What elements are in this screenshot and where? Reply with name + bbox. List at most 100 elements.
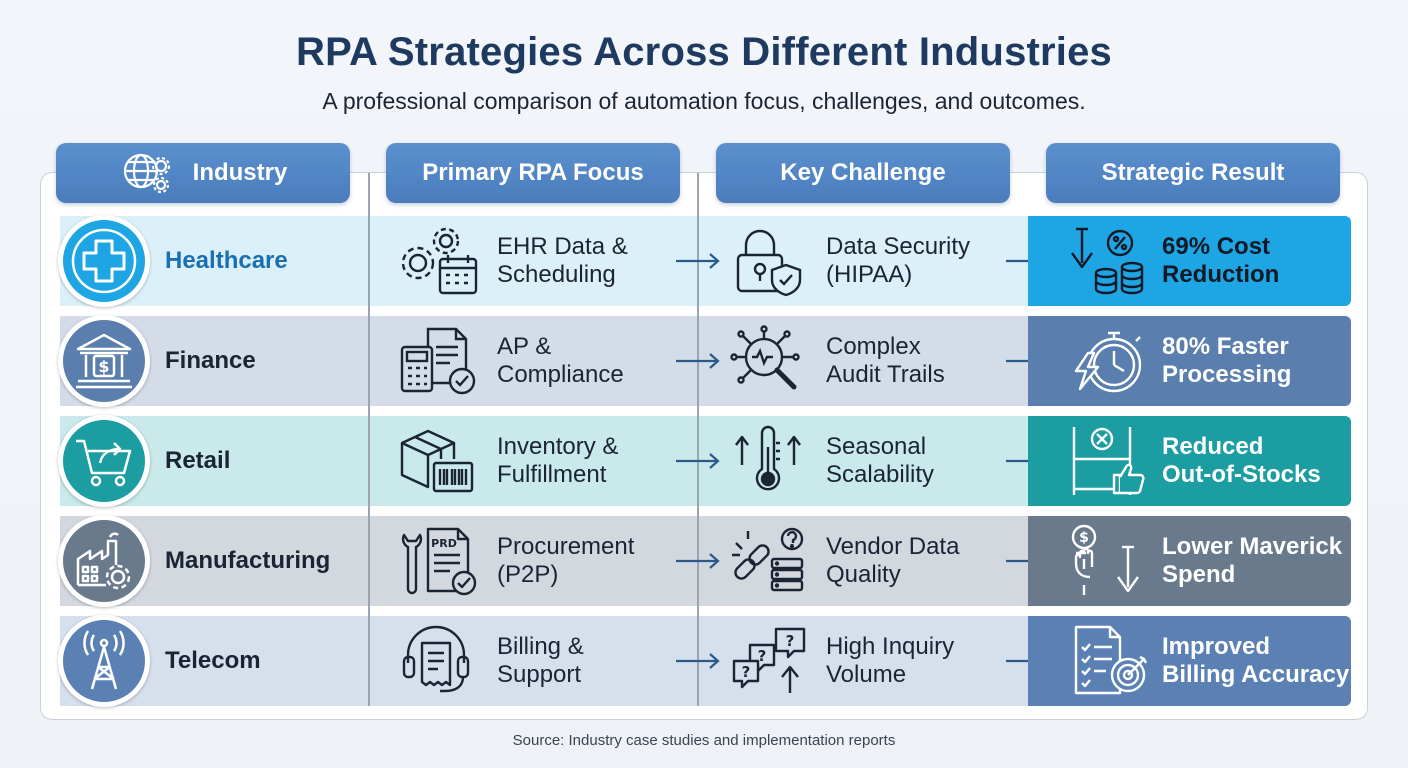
focus-finance-line1: AP & (497, 333, 552, 360)
magnifier-network-icon (730, 325, 800, 390)
row-band-manufacturing (60, 516, 1028, 606)
industry-label-retail: Retail (165, 447, 231, 474)
focus-retail: Inventory & Fulfillment (497, 433, 667, 489)
fist-dollar-down-icon: $ (1071, 524, 1139, 595)
gears-calendar-icon (401, 227, 478, 295)
thermometer-arrows-icon (735, 425, 801, 491)
prd-label: PRD (431, 537, 457, 550)
header-result-label: Strategic Result (1101, 159, 1285, 186)
focus-telecom-line1: Billing & (497, 633, 584, 660)
result-retail: Reduced Out-of-Stocks (1028, 416, 1351, 506)
row-band-healthcare (60, 216, 1028, 306)
result-finance: 80% Faster Processing (1028, 316, 1351, 406)
header-industry-label: Industry (192, 159, 288, 186)
result-manufacturing-line2: Spend (1162, 561, 1236, 588)
result-telecom: Improved Billing Accuracy (1028, 616, 1351, 706)
challenge-manufacturing-line2: Quality (826, 561, 901, 588)
headset-receipt-icon (402, 625, 470, 693)
result-retail-line1: Reduced (1162, 433, 1264, 460)
result-manufacturing: $ Lower Maverick Spend (1028, 516, 1351, 606)
page-title: RPA Strategies Across Different Industri… (295, 30, 1113, 74)
industry-icon-telecom (58, 615, 150, 707)
question-bubbles-icon: ? ? ? (732, 627, 806, 693)
result-healthcare-line1: 69% Cost (1162, 233, 1271, 260)
industry-icon-manufacturing (58, 515, 150, 607)
broken-link-server-icon (732, 527, 804, 592)
svg-text:?: ? (758, 647, 767, 665)
arrow-right-icon (676, 453, 720, 469)
svg-text:$: $ (98, 357, 109, 376)
barcode-box-icon (400, 429, 474, 493)
header-challenge: Key Challenge (716, 143, 1010, 203)
focus-finance: AP & Compliance (497, 333, 667, 389)
industry-icon-retail (58, 415, 150, 507)
challenge-healthcare-line2: (HIPAA) (826, 261, 913, 288)
cost-down-coins-icon (1071, 227, 1144, 295)
industry-label-telecom: Telecom (165, 647, 261, 674)
row-band-retail (60, 416, 1028, 506)
challenge-manufacturing-line1: Vendor Data (826, 533, 960, 560)
header-challenge-label: Key Challenge (780, 159, 946, 186)
header-industry: Industry (56, 143, 350, 203)
focus-telecom-line2: Support (497, 661, 582, 688)
source-note: Source: Industry case studies and implem… (512, 732, 896, 749)
padlock-shield-icon (736, 229, 802, 297)
column-divider (368, 173, 370, 706)
challenge-finance-line1: Complex (826, 333, 921, 360)
medical-cross-icon (71, 228, 137, 294)
challenge-manufacturing: Vendor Data Quality (826, 533, 996, 589)
challenge-retail: Seasonal Scalability (826, 433, 996, 489)
row-band-finance (60, 316, 1028, 406)
arrow-right-icon (676, 653, 720, 669)
focus-telecom: Billing & Support (497, 633, 667, 689)
challenge-healthcare-line1: Data Security (826, 233, 971, 260)
industry-icon-finance: $ (58, 315, 150, 407)
focus-retail-line2: Fulfillment (497, 461, 607, 488)
antenna-tower-icon (83, 630, 125, 690)
result-healthcare: 69% Cost Reduction (1028, 216, 1351, 306)
svg-text:?: ? (742, 663, 751, 681)
focus-retail-line1: Inventory & (497, 433, 619, 460)
result-manufacturing-line1: Lower Maverick (1162, 533, 1343, 560)
shelf-thumbs-up-icon (1072, 427, 1145, 495)
svg-text:$: $ (1079, 530, 1089, 546)
focus-finance-line2: Compliance (497, 361, 624, 388)
bank-icon: $ (76, 333, 132, 389)
result-telecom-line1: Improved (1162, 633, 1271, 660)
arrow-right-icon (676, 353, 720, 369)
header-focus: Primary RPA Focus (386, 143, 680, 203)
industry-label-manufacturing: Manufacturing (165, 547, 331, 574)
industry-label-finance: Finance (165, 347, 256, 374)
challenge-healthcare: Data Security (HIPAA) (826, 233, 996, 289)
checklist-target-icon (1074, 625, 1148, 695)
challenge-finance-line2: Audit Trails (826, 361, 945, 388)
result-healthcare-line2: Reduction (1162, 261, 1280, 288)
header-result: Strategic Result (1046, 143, 1340, 203)
stopwatch-lightning-icon (1074, 331, 1142, 393)
page-subtitle: A professional comparison of automation … (322, 88, 1086, 114)
factory-icon (76, 532, 131, 590)
industry-label-healthcare: Healthcare (165, 247, 288, 274)
result-finance-line2: Processing (1162, 361, 1292, 388)
shopping-cart-icon (76, 439, 132, 487)
focus-manufacturing: Procurement (P2P) (497, 533, 667, 589)
challenge-finance: Complex Audit Trails (826, 333, 996, 389)
focus-manufacturing-line2: (P2P) (497, 561, 559, 588)
result-retail-line2: Out-of-Stocks (1162, 461, 1321, 488)
challenge-telecom-line1: High Inquiry (826, 633, 955, 660)
focus-healthcare-line2: Scheduling (497, 261, 616, 288)
column-divider (697, 173, 699, 706)
challenge-telecom: High Inquiry Volume (826, 633, 996, 689)
row-band-telecom (60, 616, 1028, 706)
focus-healthcare-line1: EHR Data & (497, 233, 628, 260)
challenge-retail-line2: Scalability (826, 461, 935, 488)
svg-text:?: ? (786, 632, 795, 650)
result-telecom-line2: Billing Accuracy (1162, 661, 1350, 688)
challenge-telecom-line2: Volume (826, 661, 907, 688)
focus-healthcare: EHR Data & Scheduling (497, 233, 667, 289)
arrow-right-icon (676, 553, 720, 569)
globe-gears-icon (123, 153, 170, 194)
challenge-retail-line1: Seasonal (826, 433, 927, 460)
calculator-document-icon (400, 327, 476, 395)
industry-icon-healthcare (58, 215, 150, 307)
